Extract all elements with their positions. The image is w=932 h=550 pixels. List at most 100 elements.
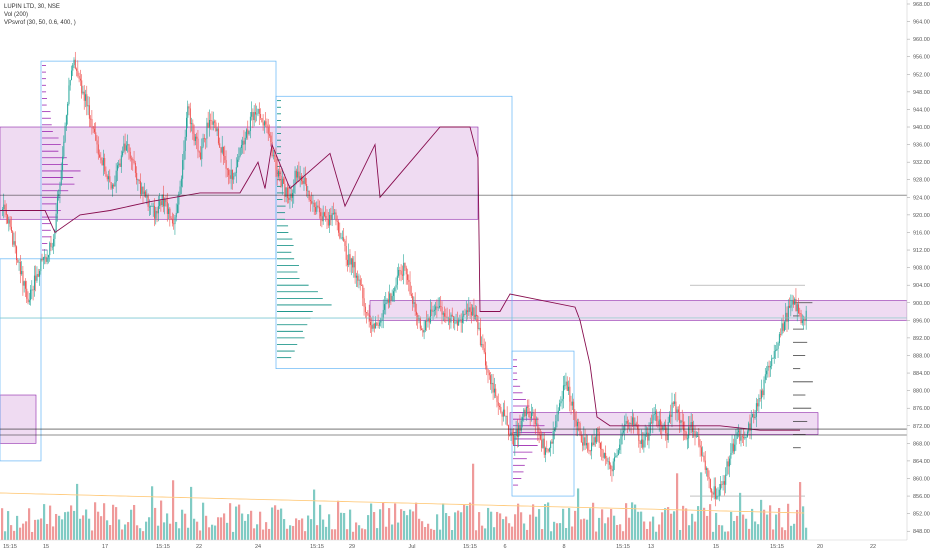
volume-bar [628, 517, 631, 540]
candle-body [657, 421, 659, 426]
candle-body [469, 307, 471, 312]
candle-body [206, 122, 208, 139]
volume-bar [10, 525, 13, 540]
candle-body [561, 398, 563, 402]
candle-body [722, 481, 724, 485]
volume-bar [172, 480, 175, 540]
candle-body [41, 258, 43, 261]
candle-body [31, 289, 33, 291]
candle-body [404, 262, 406, 268]
volume-bar [103, 503, 106, 540]
candle-body [533, 412, 535, 420]
volume-bar [511, 526, 514, 540]
candle-body [180, 178, 182, 187]
candle-body [473, 307, 475, 320]
candle-body [437, 307, 439, 309]
candle-body [707, 468, 709, 477]
candle-body [635, 423, 637, 426]
candle-body [472, 307, 474, 316]
candle-body [166, 202, 168, 214]
candle-body [562, 385, 564, 399]
volume-bar [28, 508, 31, 540]
candle-body [164, 198, 166, 207]
price-tick-label: 920.00 [913, 213, 930, 219]
candle-body [81, 80, 83, 94]
candle-body [33, 275, 35, 291]
candle-body [91, 119, 93, 127]
volume-bar [139, 528, 142, 540]
candle-body [792, 299, 794, 305]
volume-bar [727, 531, 730, 540]
volume-bar [319, 504, 322, 540]
time-tick-label: 22 [196, 544, 202, 550]
candle-body [280, 175, 282, 187]
volume-bar [397, 522, 400, 540]
candle-body [21, 271, 23, 275]
candle-body [303, 177, 305, 184]
candle-body [601, 449, 603, 450]
candle-body [637, 425, 639, 430]
volume-bar [532, 504, 535, 540]
candle-body [692, 422, 693, 432]
candle-body [643, 440, 645, 448]
price-tick-label: 868.00 [913, 441, 930, 447]
candle-body [468, 307, 470, 312]
volume-bar [256, 524, 259, 540]
candle-body [400, 270, 402, 275]
price-tick-label: 884.00 [913, 371, 930, 377]
price-tick-label: 968.00 [913, 2, 930, 8]
candle-body [221, 146, 223, 153]
price-tick-label: 872.00 [913, 424, 930, 430]
candle-body [796, 304, 798, 312]
legend-volume: Vol (200) [4, 12, 29, 18]
volume-bar [562, 508, 565, 540]
candlestick-series [2, 51, 807, 507]
candle-body [459, 319, 461, 321]
candle-body [258, 108, 260, 115]
candle-body [744, 436, 746, 439]
candle-body [193, 133, 195, 141]
candle-body [767, 365, 769, 371]
candle-body [343, 237, 345, 241]
candle-body [565, 381, 567, 386]
volume-bar [523, 523, 526, 540]
candle-body [647, 432, 649, 441]
candle-body [217, 128, 219, 144]
candle-body [578, 422, 580, 424]
candle-body [318, 206, 320, 213]
volume-bar [709, 504, 712, 540]
candle-body [257, 108, 259, 114]
volume-bar [790, 525, 793, 540]
candle-body [720, 484, 722, 490]
volume-bar [757, 524, 760, 540]
candle-body [653, 413, 655, 416]
candle-body [439, 305, 440, 308]
candle-body [65, 115, 67, 126]
candle-body [169, 208, 171, 219]
price-tick-label: 876.00 [913, 406, 930, 412]
volume-bar [649, 521, 652, 540]
volume-bar [331, 529, 334, 540]
candle-body [487, 369, 489, 373]
volume-bar [718, 524, 721, 540]
candle-body [309, 199, 311, 202]
candle-body [18, 261, 20, 263]
candle-body [445, 316, 447, 318]
time-tick-label: 6 [503, 544, 506, 550]
candle-body [686, 438, 688, 440]
candle-body [435, 306, 437, 310]
time-tick-label: 15:15 [616, 544, 630, 550]
session-box [511, 350, 575, 497]
candle-body [335, 212, 337, 221]
volume-bar [796, 509, 799, 540]
time-tick-label: 22 [870, 544, 876, 550]
candle-body [5, 210, 7, 215]
volume-bar [526, 529, 529, 540]
candle-body [754, 416, 756, 419]
candle-body [71, 70, 72, 81]
candle-body [416, 311, 417, 315]
candle-body [467, 310, 469, 312]
volume-bar [667, 507, 670, 540]
candle-body [53, 238, 55, 247]
